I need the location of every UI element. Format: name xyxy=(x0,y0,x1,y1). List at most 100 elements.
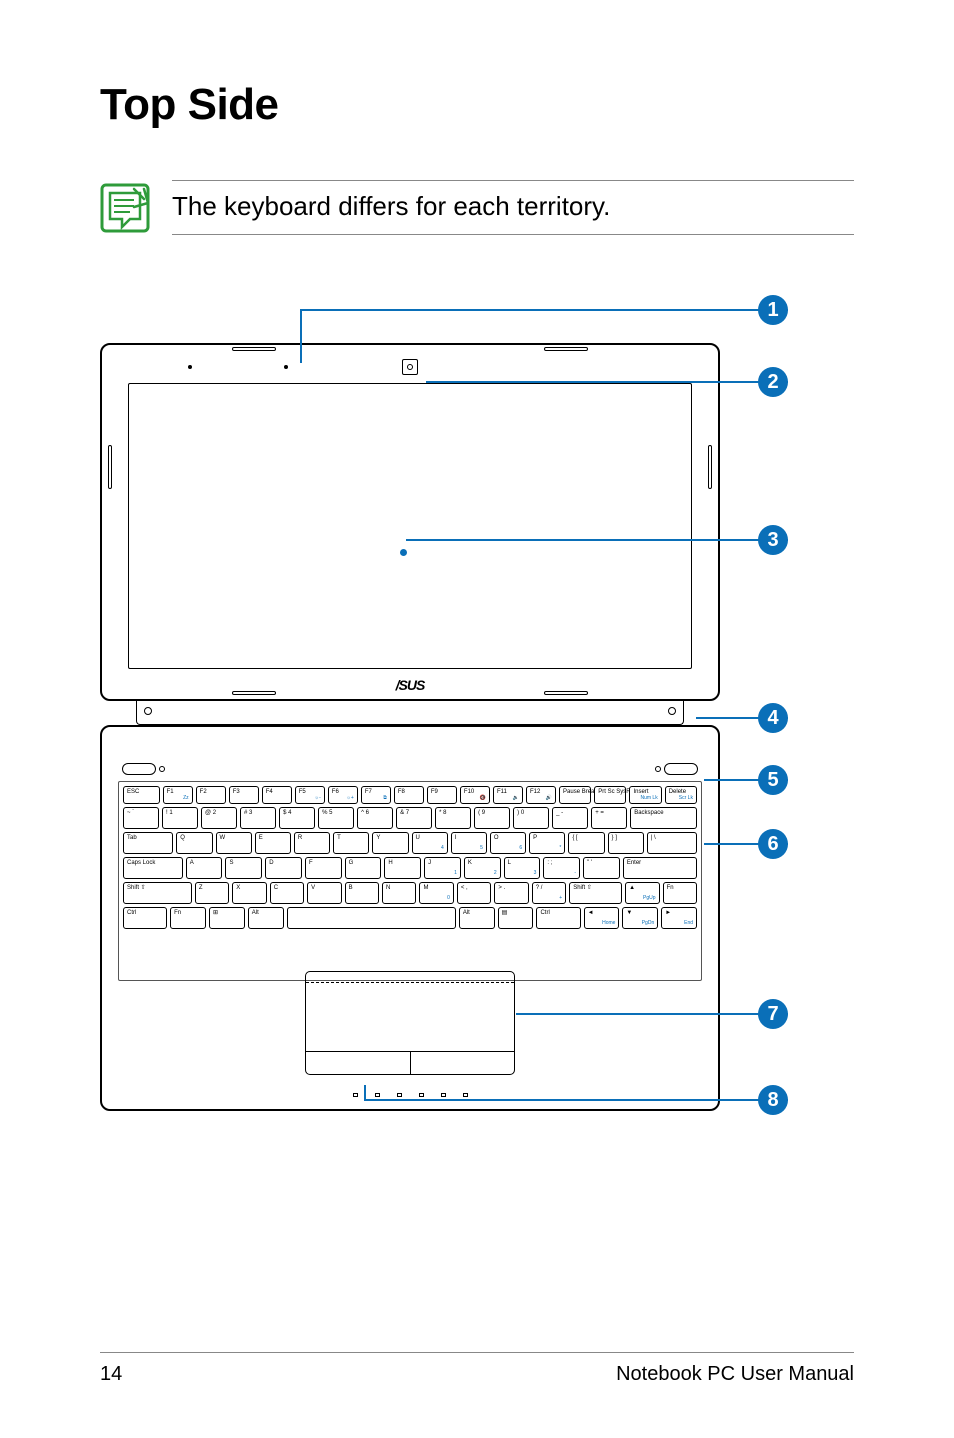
key: L3 xyxy=(504,857,541,879)
key: * 8 xyxy=(435,807,471,829)
key: Z xyxy=(195,882,229,904)
key: " ' xyxy=(583,857,620,879)
display-panel xyxy=(128,383,692,669)
camera-icon xyxy=(402,359,418,375)
callout-number: 1 xyxy=(758,295,788,325)
note-text: The keyboard differs for each territory. xyxy=(172,191,854,222)
key xyxy=(287,907,456,929)
key: ~ ` xyxy=(123,807,159,829)
laptop-lid: /SUS xyxy=(100,343,720,701)
power-switch xyxy=(122,763,156,775)
status-led xyxy=(462,1087,468,1097)
touchpad xyxy=(305,971,515,1075)
note-row: The keyboard differs for each territory. xyxy=(100,180,854,235)
key: F4 xyxy=(262,786,292,804)
key: Fn xyxy=(170,907,206,929)
callout-number: 6 xyxy=(758,829,788,859)
key: J1 xyxy=(424,857,461,879)
key: InsertNum Lk xyxy=(629,786,661,804)
callout-anchor-dot xyxy=(400,549,407,556)
callout-6: 6 xyxy=(758,829,788,859)
key: H xyxy=(384,857,421,879)
key: ^ 6 xyxy=(357,807,393,829)
key: Q xyxy=(176,832,212,854)
key: Y xyxy=(372,832,408,854)
key: Fn xyxy=(663,882,697,904)
key: ◄Home xyxy=(584,907,620,929)
key: F7⧉ xyxy=(361,786,391,804)
key: Alt xyxy=(248,907,284,929)
microphone-dot xyxy=(188,365,192,369)
key: } ] xyxy=(608,832,644,854)
callout-4: 4 xyxy=(758,703,788,733)
key: : ;- xyxy=(543,857,580,879)
status-led xyxy=(440,1087,446,1097)
microphone-dot xyxy=(284,365,288,369)
page-number: 14 xyxy=(100,1363,122,1386)
key: ▤ xyxy=(498,907,534,929)
callout-2: 2 xyxy=(758,367,788,397)
key: B xyxy=(345,882,379,904)
callout-number: 4 xyxy=(758,703,788,733)
key: ▼PgDn xyxy=(622,907,658,929)
key: < , xyxy=(457,882,491,904)
key: Ctrl xyxy=(536,907,580,929)
key: F10🔇 xyxy=(460,786,490,804)
callout-1: 1 xyxy=(758,295,788,325)
key: Prt Sc SysRq xyxy=(594,786,626,804)
key: ( 9 xyxy=(474,807,510,829)
key: W xyxy=(216,832,252,854)
key: > . xyxy=(494,882,528,904)
key: ESC xyxy=(123,786,160,804)
callout-number: 5 xyxy=(758,765,788,795)
key: P* xyxy=(529,832,565,854)
footer-title: Notebook PC User Manual xyxy=(616,1363,854,1386)
status-led xyxy=(352,1087,358,1097)
laptop-illustration: /SUS ESCF1ZzF2F3F4F5☼-F6☼+F7⧉F8F9F10🔇F11… xyxy=(100,343,720,1111)
power-switch xyxy=(664,763,698,775)
key: ▲PgUp xyxy=(625,882,659,904)
key: K2 xyxy=(464,857,501,879)
key: @ 2 xyxy=(201,807,237,829)
key: ? /+ xyxy=(532,882,566,904)
callout-number: 8 xyxy=(758,1085,788,1115)
key: G xyxy=(345,857,382,879)
status-led xyxy=(374,1087,380,1097)
key: Shift ⇧ xyxy=(123,882,192,904)
key: A xyxy=(186,857,223,879)
laptop-diagram: /SUS ESCF1ZzF2F3F4F5☼-F6☼+F7⧉F8F9F10🔇F11… xyxy=(100,295,854,1125)
laptop-base: ESCF1ZzF2F3F4F5☼-F6☼+F7⧉F8F9F10🔇F11🔉F12🔊… xyxy=(100,701,720,1111)
key: Shift ⇧ xyxy=(569,882,622,904)
key: X xyxy=(232,882,266,904)
key: F12🔊 xyxy=(526,786,556,804)
key: | \ xyxy=(647,832,697,854)
page-title: Top Side xyxy=(100,80,854,130)
key: _ - xyxy=(552,807,588,829)
key: ! 1 xyxy=(162,807,198,829)
key: F1Zz xyxy=(163,786,193,804)
key: F11🔉 xyxy=(493,786,523,804)
key: T xyxy=(333,832,369,854)
key: & 7 xyxy=(396,807,432,829)
key: Enter xyxy=(623,857,697,879)
key: V xyxy=(307,882,341,904)
status-led xyxy=(396,1087,402,1097)
key: C xyxy=(270,882,304,904)
key: Backspace xyxy=(630,807,697,829)
callout-3: 3 xyxy=(758,525,788,555)
key: $ 4 xyxy=(279,807,315,829)
keyboard: ESCF1ZzF2F3F4F5☼-F6☼+F7⧉F8F9F10🔇F11🔉F12🔊… xyxy=(118,781,702,981)
key: F6☼+ xyxy=(328,786,358,804)
key: D xyxy=(265,857,302,879)
key: S xyxy=(225,857,262,879)
key: Ctrl xyxy=(123,907,167,929)
key: U4 xyxy=(412,832,448,854)
key: { [ xyxy=(568,832,604,854)
key: N xyxy=(382,882,416,904)
callout-8: 8 xyxy=(758,1085,788,1115)
callout-7: 7 xyxy=(758,999,788,1029)
key: ►End xyxy=(661,907,697,929)
key: Caps Lock xyxy=(123,857,183,879)
key: % 5 xyxy=(318,807,354,829)
callout-number: 3 xyxy=(758,525,788,555)
